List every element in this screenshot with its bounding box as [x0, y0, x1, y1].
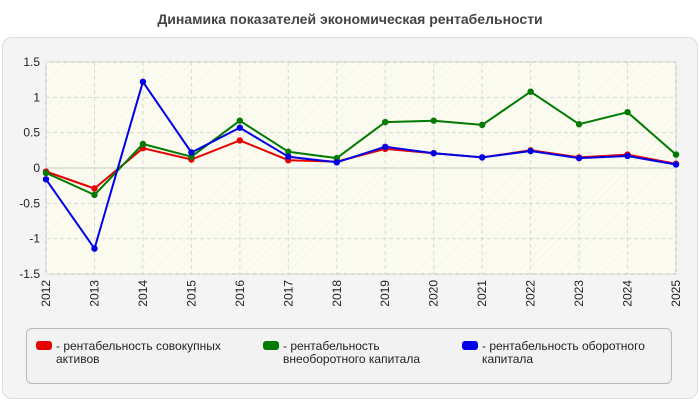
series-line-2	[45, 90, 677, 196]
x-tick-label: 2015	[184, 280, 198, 307]
x-tick-label: 2025	[669, 280, 683, 307]
series-2-point	[527, 88, 534, 95]
y-tick-label: 1.5	[23, 55, 40, 69]
x-tick-label: 2013	[87, 280, 101, 307]
gridlines	[45, 61, 677, 275]
series-3-point	[91, 245, 98, 252]
y-tick-label: 1	[33, 90, 40, 104]
x-tick-label: 2018	[330, 280, 344, 307]
y-tick-label: -0.5	[19, 196, 40, 210]
series-1-point	[236, 137, 244, 144]
series-2-point	[672, 151, 680, 158]
y-tick-label: -1.5	[19, 267, 40, 281]
series-2-point	[624, 108, 631, 116]
series-2-point	[285, 148, 292, 155]
series-lines	[42, 78, 680, 252]
series-2-point	[478, 121, 486, 129]
series-3-point	[624, 152, 631, 160]
y-tick-label: 0.5	[23, 126, 40, 140]
series-3-point	[285, 153, 292, 160]
series-2-point	[382, 118, 389, 126]
series-3-point	[188, 149, 195, 156]
series-2-point	[139, 140, 147, 148]
legend-label-working-capital: - рентабельность оборотного капитала	[482, 339, 645, 366]
series-line-3	[45, 80, 677, 250]
series-2-point	[42, 169, 50, 177]
x-tick-label: 2020	[427, 280, 441, 307]
series-3-point	[333, 159, 340, 166]
series-3-point	[382, 143, 389, 150]
legend-label-fixed-capital: - рентабельность внеоборотного капитала	[283, 339, 420, 366]
chart-title: Динамика показателей экономическая рента…	[157, 11, 543, 27]
series-2-point	[236, 117, 244, 124]
series-3-point	[236, 124, 244, 131]
series-3-point	[672, 161, 680, 168]
x-tick-label: 2014	[136, 280, 150, 307]
legend-swatch-working-capital	[462, 341, 478, 350]
series-3-point	[527, 147, 534, 155]
series-3-point	[478, 154, 486, 161]
series-3-point	[42, 176, 50, 183]
legend-swatch-fixed-capital	[263, 341, 279, 350]
x-tick-label: 2022	[524, 280, 538, 307]
x-tick-label: 2017	[281, 280, 295, 307]
x-tick-label: 2021	[475, 280, 489, 307]
x-tick-label: 2019	[378, 280, 392, 307]
series-2-point	[430, 117, 437, 124]
x-tick-label: 2024	[621, 280, 635, 307]
y-tick-label: -1	[29, 232, 40, 246]
legend-label-total-assets: - рентабельность совокупных активов	[56, 339, 221, 366]
series-2-point	[91, 191, 98, 199]
chart-legend: - рентабельность совокупных активов - ре…	[26, 328, 672, 384]
series-3-point	[430, 149, 437, 157]
x-tick-label: 2016	[233, 280, 247, 307]
series-3-point	[139, 78, 147, 85]
x-tick-label: 2012	[39, 280, 53, 307]
series-1-point	[91, 185, 98, 192]
x-tick-label: 2023	[572, 280, 586, 307]
legend-swatch-total-assets	[36, 341, 52, 350]
series-2-point	[575, 120, 583, 128]
series-3-point	[575, 154, 583, 162]
y-tick-label: 0	[33, 161, 40, 175]
